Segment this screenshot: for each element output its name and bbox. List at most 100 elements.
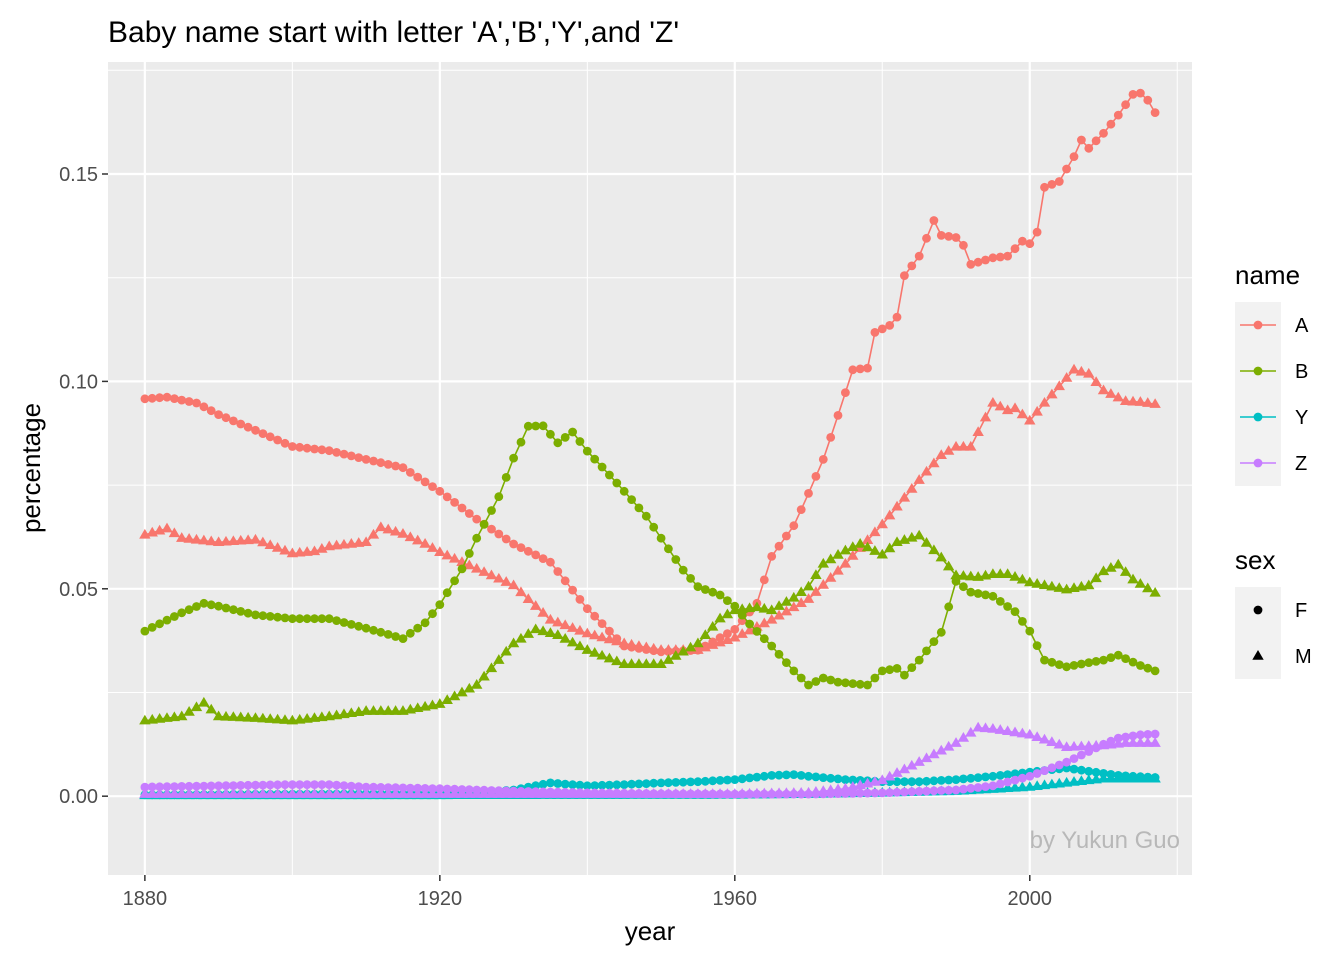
data-point-z-m <box>434 788 446 798</box>
data-point-y-f <box>1077 765 1086 775</box>
grid-lines <box>108 62 1192 875</box>
data-point-a-m <box>500 576 512 586</box>
data-point-b-m <box>883 542 896 553</box>
data-point-a-f <box>597 619 607 628</box>
data-point-a-m <box>603 633 616 644</box>
data-point-a-f <box>811 472 821 481</box>
data-point-b-f <box>936 627 946 637</box>
data-point-a-m <box>257 536 269 547</box>
data-point-b-m <box>788 591 800 602</box>
data-point-a-f <box>1084 143 1094 153</box>
data-point-b-f <box>870 673 880 683</box>
data-point-a-f <box>900 271 909 280</box>
data-point-a-m <box>537 607 549 617</box>
data-point-z-f <box>346 781 356 791</box>
data-point-b-f <box>774 649 784 659</box>
data-point-a-f <box>951 233 961 242</box>
data-point-z-f <box>1040 766 1049 775</box>
data-point-z-m <box>419 788 431 798</box>
data-point-a-m <box>979 411 992 422</box>
data-point-a-f <box>848 365 858 375</box>
data-point-z-f <box>177 782 187 791</box>
x-axis-title: year <box>625 916 676 946</box>
data-point-y-f <box>981 772 990 782</box>
data-point-z-m <box>1031 731 1043 742</box>
data-point-b-m <box>441 694 453 705</box>
y-axis-title: percentage <box>16 403 46 533</box>
data-point-b-f <box>1032 641 1042 650</box>
data-point-b-m <box>1053 582 1065 592</box>
data-point-z-m <box>588 788 601 798</box>
data-point-b-f <box>1091 657 1101 666</box>
data-point-b-f <box>509 453 518 463</box>
data-point-b-m <box>655 658 667 669</box>
data-point-z-m <box>1075 740 1088 751</box>
data-point-a-m <box>1016 408 1029 419</box>
data-point-a-m <box>869 526 881 537</box>
data-point-a-m <box>1127 395 1139 406</box>
data-point-y-m <box>1105 772 1117 783</box>
data-point-b-m <box>212 710 225 721</box>
data-point-b-f <box>678 565 688 575</box>
data-point-z-f <box>229 781 238 790</box>
data-point-b-f <box>1025 626 1035 636</box>
data-point-z-m <box>913 756 925 766</box>
data-point-z-f <box>221 781 231 791</box>
data-point-b-f <box>140 626 150 636</box>
data-point-a-f <box>944 232 954 241</box>
data-point-z-f <box>214 781 224 791</box>
y-tick-label: 0.05 <box>59 579 98 601</box>
data-point-b-f <box>759 634 769 644</box>
data-point-a-m <box>404 531 417 542</box>
data-point-b-f <box>656 533 666 543</box>
data-point-b-f <box>959 582 968 592</box>
data-point-b-f <box>464 549 474 558</box>
data-point-z-f <box>936 786 946 795</box>
data-point-b-m <box>1097 565 1110 576</box>
data-point-y-f <box>597 780 607 790</box>
data-point-z-f <box>1128 731 1138 741</box>
data-point-a-m <box>463 559 476 570</box>
data-point-z-m <box>994 724 1006 734</box>
data-point-z-m <box>581 788 594 798</box>
data-point-b-f <box>302 614 312 624</box>
data-point-b-m <box>574 640 586 651</box>
data-point-z-f <box>162 782 172 792</box>
data-point-a-f <box>398 463 408 473</box>
data-point-a-m <box>574 624 586 635</box>
data-point-a-f <box>1143 95 1153 105</box>
data-point-a-f <box>1040 182 1049 192</box>
legend-key-point <box>1253 412 1263 422</box>
data-point-y-f <box>767 771 777 780</box>
data-point-a-f <box>818 455 828 464</box>
data-point-z-f <box>317 780 327 789</box>
data-point-z-f <box>236 781 246 790</box>
legend-label-m: M <box>1295 646 1312 668</box>
data-point-b-f <box>442 588 452 598</box>
data-point-z-m <box>294 788 306 798</box>
data-point-a-m <box>839 557 852 568</box>
data-point-y-f <box>708 776 718 786</box>
data-point-b-m <box>1009 571 1021 581</box>
data-point-z-m <box>950 737 962 747</box>
data-point-b-m <box>559 632 571 643</box>
data-point-z-m <box>1024 728 1036 739</box>
data-point-z-m <box>153 788 166 798</box>
data-point-b-f <box>767 641 777 651</box>
data-point-z-m <box>898 763 911 774</box>
data-point-a-f <box>568 585 577 595</box>
data-point-b-f <box>855 679 865 689</box>
data-point-b-m <box>780 596 793 606</box>
data-point-z-m <box>198 788 210 798</box>
data-point-a-m <box>802 593 815 603</box>
data-point-a-f <box>546 557 555 567</box>
data-point-a-m <box>721 634 734 644</box>
series-b-f <box>140 421 1160 690</box>
data-point-a-f <box>332 448 341 457</box>
data-point-z-f <box>1143 730 1153 739</box>
data-point-a-f <box>339 449 349 459</box>
data-point-b-f <box>361 623 371 633</box>
data-point-b-m <box>205 703 217 714</box>
data-point-a-m <box>758 617 770 628</box>
data-point-z-f <box>1025 771 1035 781</box>
